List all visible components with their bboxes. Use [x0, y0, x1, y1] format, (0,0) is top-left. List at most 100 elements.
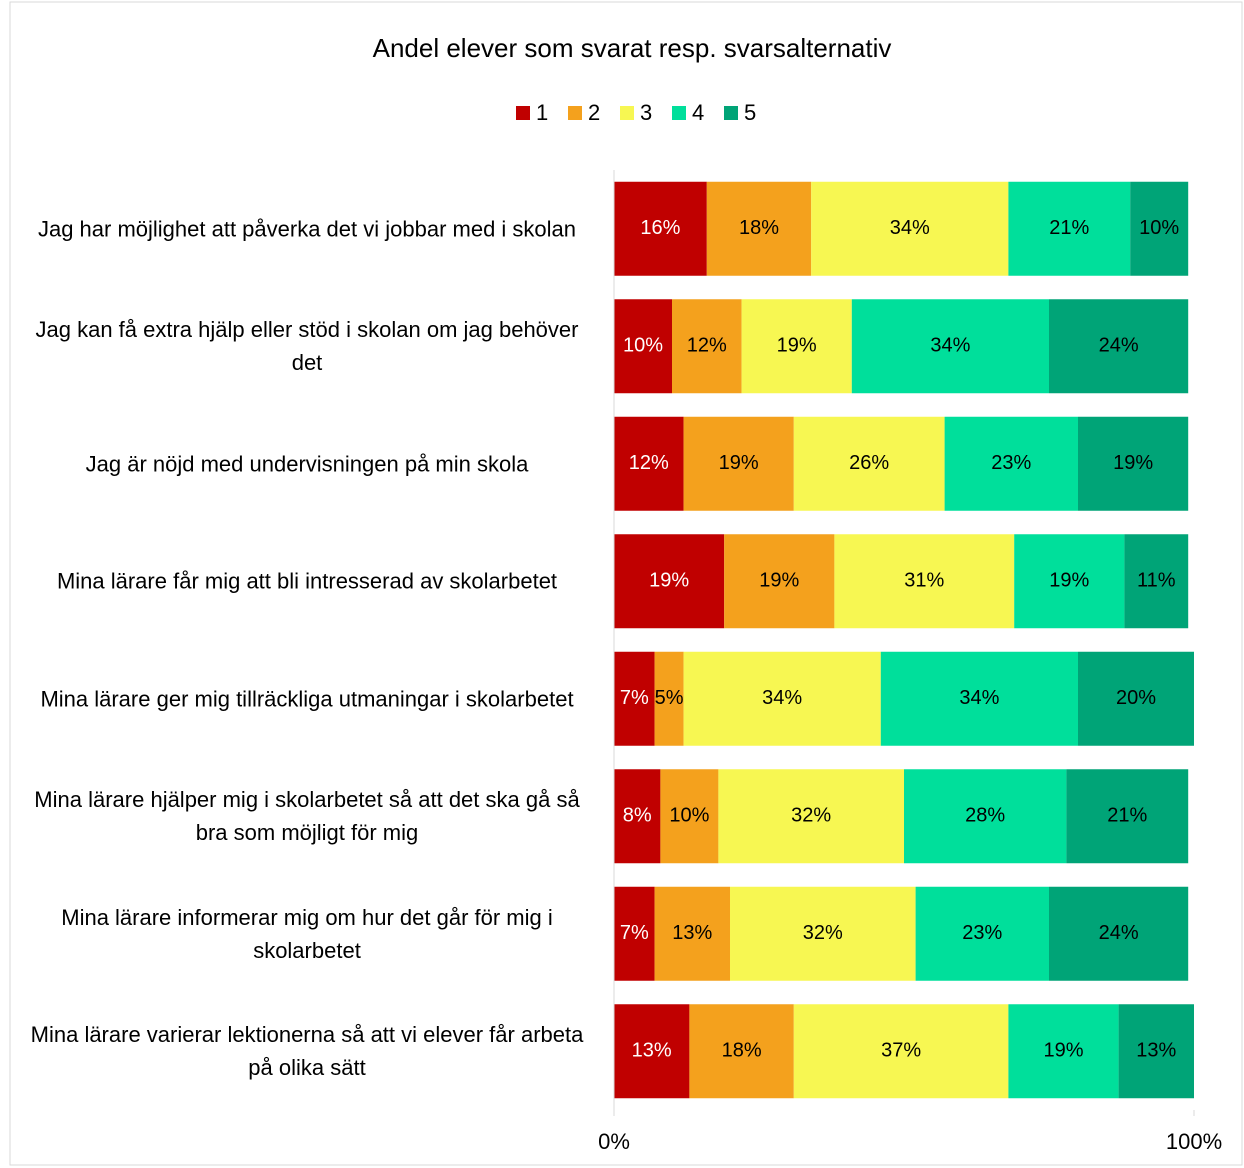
data-label: 12% [629, 452, 669, 474]
bar-segment [793, 1004, 1009, 1099]
chart-border [9, 1, 1243, 1166]
data-label: 26% [849, 452, 889, 474]
data-label: 32% [791, 805, 831, 827]
bar-segment [944, 416, 1078, 511]
bar-segment [654, 651, 684, 746]
data-label: 21% [1049, 217, 1089, 239]
bar-segment [1118, 1004, 1194, 1099]
data-label: 19% [1113, 452, 1153, 474]
data-label: 16% [640, 217, 680, 239]
data-label: 18% [739, 217, 779, 239]
legend-swatch [620, 106, 634, 120]
legend-label: 5 [744, 100, 756, 125]
bar-segment [660, 769, 719, 864]
chart-title: Andel elever som svarat resp. svarsalter… [373, 33, 892, 63]
data-label: 19% [1043, 1040, 1083, 1062]
bar-segment [1078, 651, 1194, 746]
data-label: 10% [623, 335, 663, 357]
y-tick-label: Mina lärare ger mig tillräckliga utmanin… [40, 686, 574, 712]
bar-segment [811, 181, 1009, 276]
data-label: 7% [620, 922, 649, 944]
data-label: 19% [777, 335, 817, 357]
data-label: 19% [649, 570, 689, 592]
legend-swatch [516, 106, 530, 120]
bar-segment [1014, 534, 1125, 629]
data-label: 24% [1099, 335, 1139, 357]
data-label: 19% [719, 452, 759, 474]
y-tick-label: Jag är nöjd med undervisningen på min sk… [85, 451, 529, 477]
bar-segment [706, 181, 812, 276]
data-label: 34% [930, 335, 970, 357]
data-label: 23% [991, 452, 1031, 474]
data-label: 28% [965, 805, 1005, 827]
bar-segment [614, 416, 684, 511]
bar-segment [1049, 886, 1189, 981]
data-label: 13% [672, 922, 712, 944]
legend-label: 2 [588, 100, 600, 125]
data-label: 34% [890, 217, 930, 239]
data-label: 20% [1116, 687, 1156, 709]
bar-segment [718, 769, 904, 864]
x-tick-label: 100% [1166, 1129, 1222, 1154]
legend-swatch [672, 106, 686, 120]
bar-segment [614, 299, 672, 394]
bar-segment [880, 651, 1078, 746]
bar-segment [915, 886, 1049, 981]
data-label: 24% [1099, 922, 1139, 944]
data-label: 5% [655, 687, 684, 709]
legend-label: 3 [640, 100, 652, 125]
y-tick-label: Jag har möjlighet att påverka det vi job… [37, 216, 577, 242]
bar-segment [1049, 299, 1189, 394]
legend-label: 4 [692, 100, 704, 125]
data-label: 8% [623, 805, 652, 827]
y-tick-label: Mina lärare hjälper mig i skolarbetet så… [34, 787, 580, 846]
bar-segment [1078, 416, 1189, 511]
bar-segment [683, 416, 794, 511]
bar-segment [683, 651, 881, 746]
data-label: 34% [959, 687, 999, 709]
bar-segment [614, 651, 655, 746]
bar-segment [614, 769, 661, 864]
y-tick-label: Mina lärare informerar mig om hur det gå… [61, 904, 553, 963]
bar-segment [741, 299, 852, 394]
bar-segment [654, 886, 730, 981]
legend-label: 1 [536, 100, 548, 125]
bar-segment [672, 299, 742, 394]
data-label: 7% [620, 687, 649, 709]
data-label: 11% [1137, 570, 1176, 592]
legend-swatch [568, 106, 582, 120]
x-tick-label: 0% [598, 1129, 630, 1154]
bar-segment [614, 181, 707, 276]
y-tick-label: Jag kan få extra hjälp eller stöd i skol… [35, 317, 579, 376]
bar-segment [614, 1004, 690, 1099]
bar-segment [614, 886, 655, 981]
bar-segment [730, 886, 916, 981]
bar-segment [724, 534, 835, 629]
data-label: 37% [881, 1040, 921, 1062]
data-label: 18% [722, 1040, 762, 1062]
bar-segment [1008, 181, 1131, 276]
data-label: 10% [669, 805, 709, 827]
bar-segment [1066, 769, 1189, 864]
data-label: 23% [962, 922, 1002, 944]
bar-segment [1008, 1004, 1119, 1099]
y-tick-label: Mina lärare får mig att bli intresserad … [56, 568, 558, 594]
bar-segment [1124, 534, 1189, 629]
bar-segment [689, 1004, 794, 1099]
data-label: 32% [803, 922, 843, 944]
data-label: 19% [759, 570, 799, 592]
bar-segment [851, 299, 1049, 394]
bar-segment [1130, 181, 1189, 276]
legend-swatch [724, 106, 738, 120]
data-label: 13% [1136, 1040, 1176, 1062]
data-label: 10% [1139, 217, 1179, 239]
bar-segment [793, 416, 945, 511]
data-label: 19% [1049, 570, 1089, 592]
y-tick-label: Mina lärare varierar lektionerna så att … [30, 1022, 584, 1081]
bar-segment [904, 769, 1067, 864]
bar-segment [834, 534, 1015, 629]
data-label: 21% [1107, 805, 1147, 827]
data-label: 31% [904, 570, 944, 592]
